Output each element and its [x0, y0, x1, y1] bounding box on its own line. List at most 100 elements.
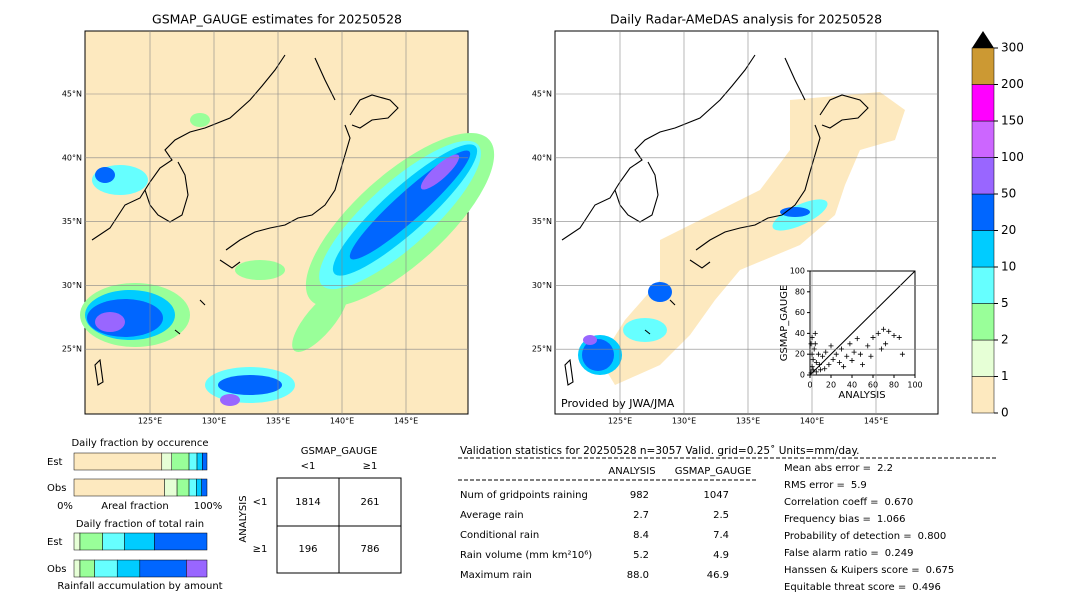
scatter-point: [896, 335, 902, 341]
scatter-point: [808, 370, 814, 376]
stat-label: Conditional rain: [460, 530, 539, 541]
fraction-segment: [196, 452, 203, 471]
colorbar-bin: [971, 47, 995, 85]
lat-label: 45°N: [62, 90, 82, 99]
fraction-segment: [73, 478, 165, 497]
chart-title: Daily fraction of total rain: [76, 519, 204, 530]
score: False alarm ratio = 0.249: [784, 548, 913, 559]
scatter-point: [812, 330, 818, 336]
scatter-point: [875, 330, 881, 336]
col-header: ANALYSIS: [608, 466, 655, 477]
lat-label: 35°N: [532, 217, 552, 226]
chart-title: Daily fraction by occurence: [71, 438, 208, 449]
score: Frequency bias = 1.066: [784, 514, 906, 525]
table-cell: 786: [360, 544, 379, 555]
fraction-segment: [116, 559, 141, 578]
lon-label: 125°E: [608, 417, 632, 426]
scatter-point: [857, 351, 863, 357]
scatter-point: [808, 341, 814, 347]
fraction-segment: [79, 532, 103, 551]
axis-label: Rainfall accumulation by amount: [57, 581, 222, 592]
x-tick-label: 0: [807, 381, 812, 390]
stat-value: 1047: [704, 490, 729, 501]
stat-value: 8.4: [633, 530, 649, 541]
colorbar-label: 5: [1001, 296, 1009, 310]
lat-label: 35°N: [62, 217, 82, 226]
stat-value: 88.0: [627, 570, 649, 581]
scatter-point: [865, 343, 871, 349]
fraction-segment: [154, 532, 208, 551]
colorbar-bin: [971, 266, 995, 304]
stat-value: 2.7: [633, 510, 649, 521]
scatter-point: [868, 353, 874, 359]
scatter-point: [816, 362, 822, 368]
scatter-point: [841, 364, 847, 370]
colorbar-label: 20: [1001, 223, 1016, 237]
x-tick-label: 20: [826, 381, 836, 390]
stat-label: Maximum rain: [460, 570, 532, 581]
fraction-segment: [139, 559, 187, 578]
scatter-point: [881, 326, 886, 332]
x-tick-label: 40: [847, 381, 857, 390]
score: Hanssen & Kuipers score = 0.675: [784, 565, 954, 576]
score-label: False alarm ratio =: [784, 548, 879, 559]
scatter-point: [830, 356, 836, 362]
fraction-segment: [186, 559, 208, 578]
map-title: Daily Radar-AMeDAS analysis for 20250528: [610, 12, 882, 27]
fraction-segment: [161, 452, 173, 471]
colorbar-bin: [971, 120, 995, 158]
credit: Provided by JWA/JMA: [561, 397, 675, 410]
stat-value: 4.9: [713, 550, 729, 561]
scatter-point: [847, 341, 853, 347]
scatter-point: [823, 349, 829, 355]
col-label: ≥1: [363, 461, 378, 472]
scatter-point: [891, 332, 897, 338]
scatter-point: [822, 366, 828, 372]
y-tick-label: 0: [800, 371, 805, 380]
y-axis-label: GSMAP_GAUGE: [779, 285, 790, 362]
lat-label: 45°N: [532, 90, 552, 99]
fraction-segment: [188, 478, 197, 497]
scatter-point: [833, 351, 839, 357]
score-value: 1.066: [877, 514, 906, 525]
stat-value: 7.4: [713, 530, 729, 541]
table-row-title: ANALYSIS: [238, 495, 249, 542]
lon-label: 130°E: [672, 417, 696, 426]
colorbar-label: 1: [1001, 369, 1009, 383]
fraction-segment: [201, 478, 208, 497]
score-value: 0.800: [918, 531, 947, 542]
scatter-point: [815, 351, 821, 357]
fraction-segment: [188, 452, 198, 471]
lon-label: 125°E: [138, 417, 162, 426]
fraction-segment: [73, 559, 81, 578]
score-label: Mean abs error =: [784, 463, 871, 474]
score: Equitable threat score = 0.496: [784, 582, 941, 593]
stat-value: 982: [630, 490, 649, 501]
table-cell: 196: [298, 544, 317, 555]
lat-label: 25°N: [62, 345, 82, 354]
scatter-point: [811, 346, 817, 352]
score-value: 0.249: [885, 548, 914, 559]
fraction-segment: [73, 452, 163, 471]
x-tick-label: 80: [889, 381, 899, 390]
score-label: Probability of detection =: [784, 531, 912, 542]
scatter-point: [878, 346, 884, 352]
colorbar-bin: [971, 84, 995, 122]
score-label: Frequency bias =: [784, 514, 871, 525]
scatter-point: [854, 336, 860, 342]
colorbar-bin: [971, 230, 995, 268]
scatter-point: [809, 364, 815, 370]
x-tick-label: 100: [907, 381, 922, 390]
table-cell: 1814: [295, 497, 320, 508]
rain-field: [80, 113, 495, 406]
lat-label: 30°N: [62, 281, 82, 290]
score-value: 2.2: [877, 463, 893, 474]
lon-label: 140°E: [330, 417, 354, 426]
colorbar-bin: [971, 303, 995, 341]
colorbar-extend: [972, 31, 994, 48]
diagonal: [809, 270, 916, 376]
colorbar-label: 300: [1001, 41, 1024, 55]
stat-value: 5.2: [633, 550, 649, 561]
left-map: [80, 30, 495, 415]
